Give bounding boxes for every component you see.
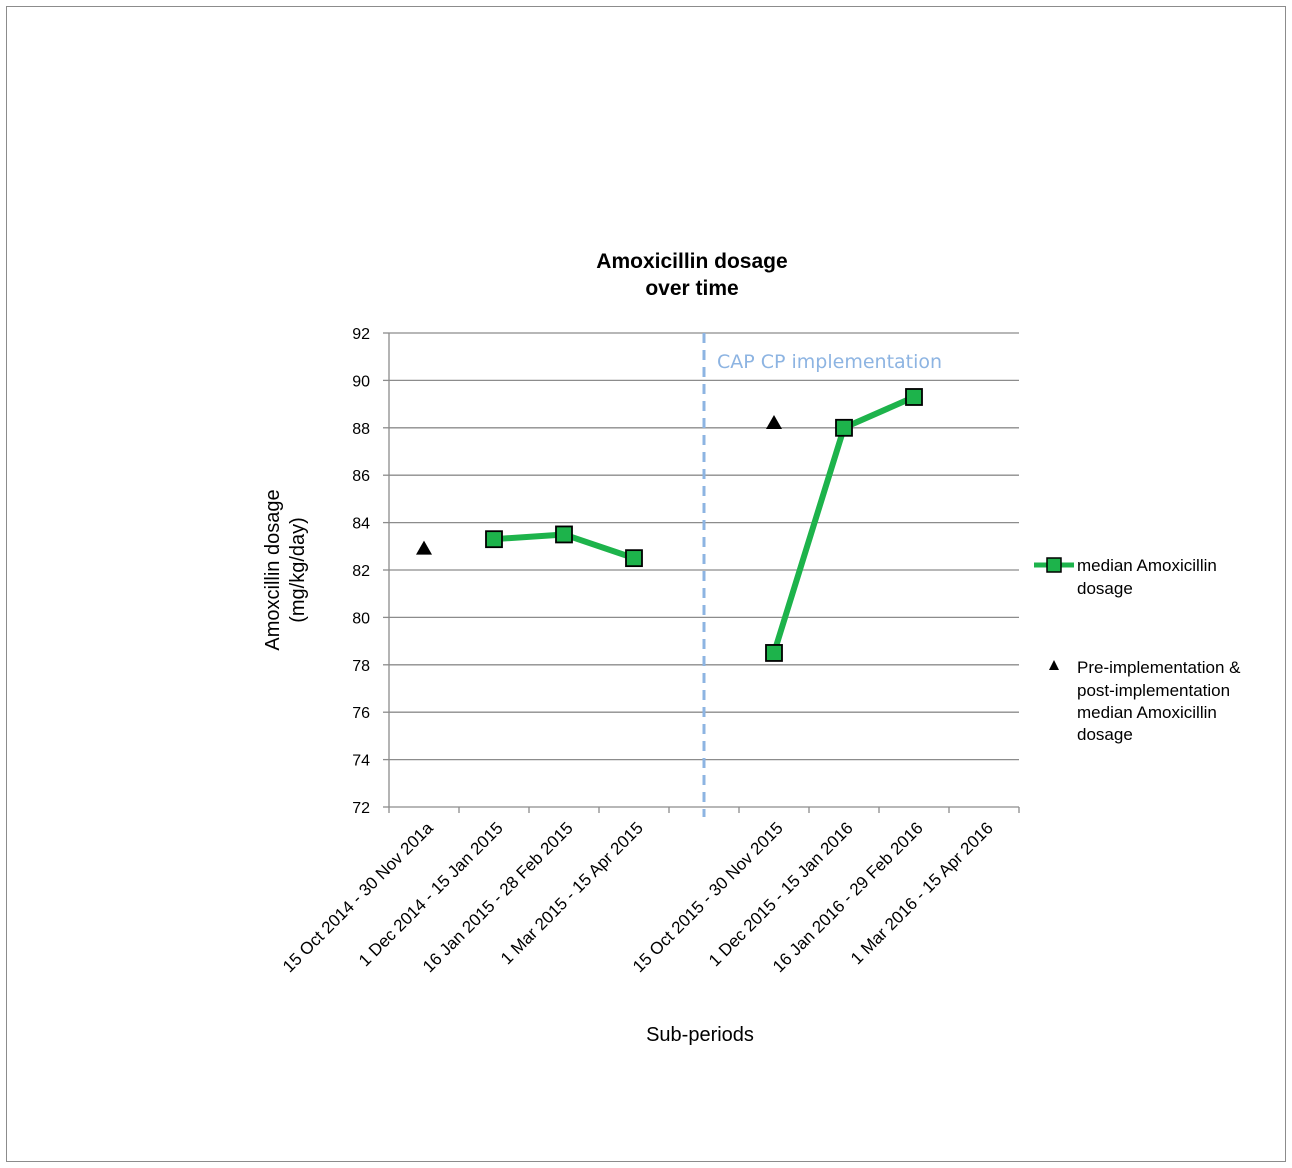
y-axis-title-line-1: Amoxcillin dosage <box>262 489 284 650</box>
x-tick-label: 1 Mar 2016 - 15 Apr 2016 <box>847 818 997 968</box>
x-tick-label: 1 Mar 2015 - 15 Apr 2015 <box>497 818 647 968</box>
y-tick-label: 80 <box>352 610 370 627</box>
pre-post-median-marker <box>416 540 432 555</box>
median-dosage-marker <box>555 525 573 544</box>
legend-square-marker <box>1046 557 1062 573</box>
implementation-label: CAP CP implementation <box>717 351 942 373</box>
median-dosage-marker <box>905 388 923 406</box>
x-tick-label: 1 Dec 2015 - 15 Jan 2016 <box>705 818 857 970</box>
median-dosage-marker <box>625 549 643 568</box>
legend-series2-line-1: Pre-implementation & <box>1077 658 1241 677</box>
y-tick-label: 76 <box>352 705 370 722</box>
y-axis-title-line-2: (mg/kg/day) <box>287 517 309 623</box>
legend-series1-line-1: median Amoxicillin <box>1077 556 1217 575</box>
y-tick-label: 88 <box>352 421 370 438</box>
legend-series2-line-3: median Amoxicillin <box>1077 703 1217 722</box>
y-tick-label: 74 <box>352 753 370 770</box>
legend: median Amoxicillin dosage Pre-implementa… <box>1034 556 1241 744</box>
legend-triangle-marker <box>1049 660 1059 670</box>
y-axis-tick-labels: 72 74 76 78 80 82 84 86 88 90 92 <box>352 326 370 817</box>
y-tick-label: 84 <box>352 516 370 533</box>
y-tick-label: 78 <box>352 658 370 675</box>
pre-post-median-marker <box>766 415 782 430</box>
x-axis-title: Sub-periods <box>646 1024 754 1046</box>
y-tick-label: 82 <box>352 563 370 580</box>
legend-series2-line-2: post-implementation <box>1077 681 1230 700</box>
y-tick-label: 86 <box>352 468 370 485</box>
figure-frame <box>6 6 1286 1162</box>
data-series <box>416 388 923 662</box>
median-dosage-marker <box>835 418 853 437</box>
gridlines <box>383 332 1020 813</box>
legend-series1-line-2: dosage <box>1077 579 1133 598</box>
y-tick-label: 90 <box>352 373 370 390</box>
chart-title-line-2: over time <box>645 277 738 300</box>
chart-title-line-1: Amoxicillin dosage <box>596 250 787 273</box>
median-dosage-marker <box>485 530 503 549</box>
implementation-annotation: CAP CP implementation <box>702 333 942 817</box>
x-tick-label: 1 Dec 2014 - 15 Jan 2015 <box>355 818 507 970</box>
median-dosage-marker <box>765 644 783 662</box>
y-tick-label: 92 <box>352 326 370 343</box>
y-tick-label: 72 <box>352 800 370 817</box>
legend-series2-line-4: dosage <box>1077 725 1133 744</box>
